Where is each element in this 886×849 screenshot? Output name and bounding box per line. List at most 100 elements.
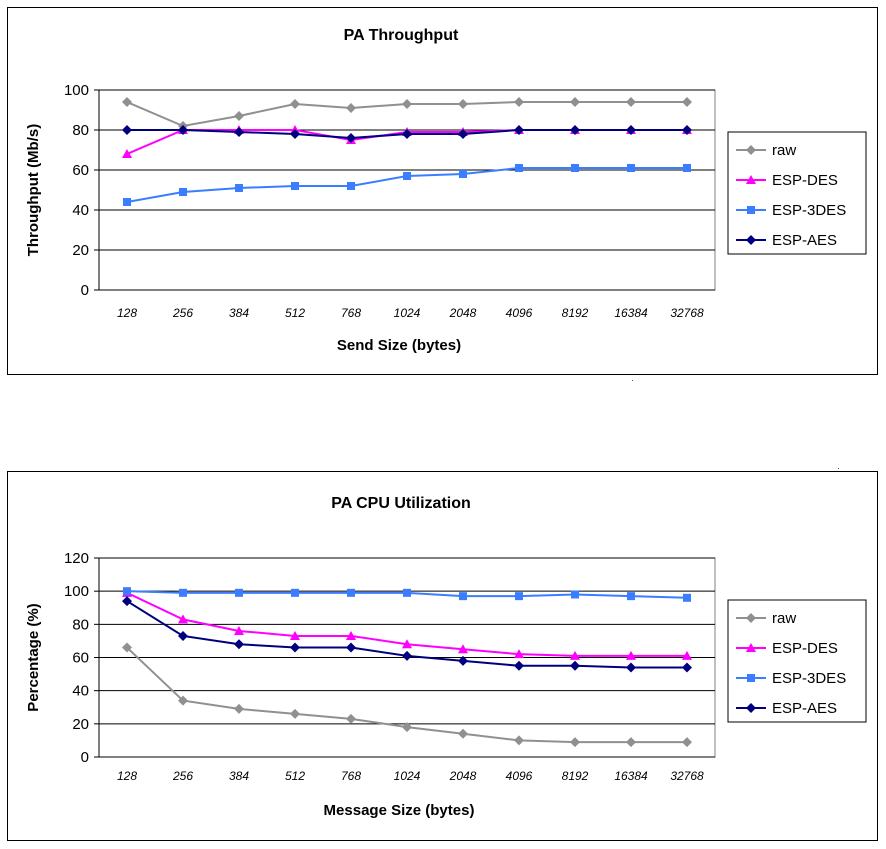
- x-tick-label: 4096: [506, 306, 533, 320]
- data-point: [291, 588, 299, 597]
- y-tick-label: 80: [72, 616, 89, 633]
- data-point: [459, 592, 467, 601]
- x-tick-label: 16384: [614, 769, 648, 783]
- data-point: [626, 662, 636, 673]
- data-point: [234, 625, 244, 635]
- y-tick-label: 40: [72, 202, 89, 219]
- data-point: [346, 103, 356, 113]
- data-point: [514, 735, 524, 746]
- y-tick-label: 0: [81, 749, 89, 766]
- data-point: [290, 99, 300, 109]
- legend-swatch-marker: [746, 145, 756, 155]
- x-tick-label: 1024: [394, 769, 421, 783]
- legend-label: ESP-DES: [772, 172, 838, 189]
- y-tick-label: 0: [81, 282, 89, 299]
- data-point: [402, 639, 412, 649]
- legend: raw ESP-DES ESP-3DES ESP-AES: [727, 599, 867, 723]
- chart-title: PA Throughput: [344, 27, 459, 44]
- data-point: [346, 133, 356, 143]
- data-point: [346, 713, 356, 724]
- data-point: [458, 129, 468, 139]
- legend-swatch-marker: [746, 643, 756, 652]
- x-tick-label: 384: [229, 769, 249, 783]
- data-point: [402, 129, 412, 139]
- data-point: [682, 737, 692, 748]
- data-point: [570, 660, 580, 671]
- data-point: [179, 588, 187, 597]
- data-point: [626, 650, 636, 660]
- x-tick-label: 32768: [670, 769, 704, 783]
- legend-swatch-marker: [746, 175, 756, 184]
- data-point: [571, 590, 579, 599]
- data-point: [402, 650, 412, 661]
- data-point: [122, 125, 132, 135]
- data-point: [514, 649, 524, 659]
- data-point: [626, 97, 636, 107]
- data-point: [347, 182, 355, 190]
- data-point: [402, 99, 412, 109]
- data-point: [122, 97, 132, 107]
- legend: raw ESP-DES ESP-3DES ESP-AES: [727, 131, 867, 255]
- data-point: [458, 728, 468, 739]
- x-tick-label: 8192: [562, 769, 589, 783]
- legend-label: ESP-AES: [772, 700, 837, 717]
- data-point: [346, 642, 356, 653]
- data-point: [290, 708, 300, 719]
- x-tick-label: 768: [341, 769, 361, 783]
- x-axis-label: Message Size (bytes): [324, 802, 475, 819]
- data-point: [683, 593, 691, 602]
- y-axis-label: Throughput (Mb/s): [25, 124, 42, 256]
- x-tick-label: 384: [229, 306, 249, 320]
- x-tick-label: 512: [285, 306, 305, 320]
- plot-area: [98, 89, 716, 291]
- data-point: [178, 125, 188, 135]
- data-point: [458, 655, 468, 666]
- y-tick-label: 120: [64, 550, 89, 567]
- data-point: [514, 97, 524, 107]
- data-point: [178, 630, 188, 641]
- y-tick-label: 40: [72, 683, 89, 700]
- data-point: [627, 164, 635, 172]
- legend-label: raw: [772, 610, 796, 627]
- y-tick-label: 60: [72, 162, 89, 179]
- series-esp-3des: [123, 587, 691, 602]
- x-tick-label: 256: [172, 769, 193, 783]
- series-raw: [122, 642, 692, 748]
- data-point: [683, 164, 691, 172]
- data-point: [682, 662, 692, 673]
- throughput-chart-svg: PA Throughput 0 20 40 60 80 100 128 256 384 512 768…: [25, 27, 867, 354]
- data-point: [122, 642, 132, 653]
- data-point: [122, 149, 132, 158]
- cpu-utilization-chart: PA CPU Utilization 0 20 40 60 80 100 120 128 256 3…: [7, 471, 878, 841]
- x-tick-label: 256: [172, 306, 193, 320]
- data-point: [234, 127, 244, 137]
- data-point: [346, 630, 356, 640]
- data-point: [514, 660, 524, 671]
- legend-label: ESP-DES: [772, 640, 838, 657]
- data-point: [682, 650, 692, 660]
- legend-label: raw: [772, 142, 796, 159]
- x-tick-label: 1024: [394, 306, 421, 320]
- x-tick-label: 32768: [670, 306, 704, 320]
- chart-title: PA CPU Utilization: [331, 495, 471, 512]
- data-point: [682, 125, 692, 135]
- legend-swatch-marker: [746, 703, 756, 713]
- y-tick-label: 100: [64, 82, 89, 99]
- x-tick-label: 2048: [449, 306, 477, 320]
- series-raw: [122, 97, 692, 131]
- data-point: [123, 587, 131, 596]
- data-point: [178, 695, 188, 706]
- data-point: [626, 737, 636, 748]
- data-point: [515, 592, 523, 601]
- data-point: [458, 644, 468, 654]
- data-point: [627, 592, 635, 601]
- legend-swatch-marker: [746, 613, 756, 623]
- data-point: [122, 596, 132, 607]
- data-point: [571, 164, 579, 172]
- y-axis-label: Percentage (%): [25, 603, 42, 711]
- data-point: [178, 614, 188, 624]
- x-tick-label: 4096: [506, 769, 533, 783]
- data-point: [235, 184, 243, 192]
- data-point: [515, 164, 523, 172]
- stray-mark: [632, 380, 633, 381]
